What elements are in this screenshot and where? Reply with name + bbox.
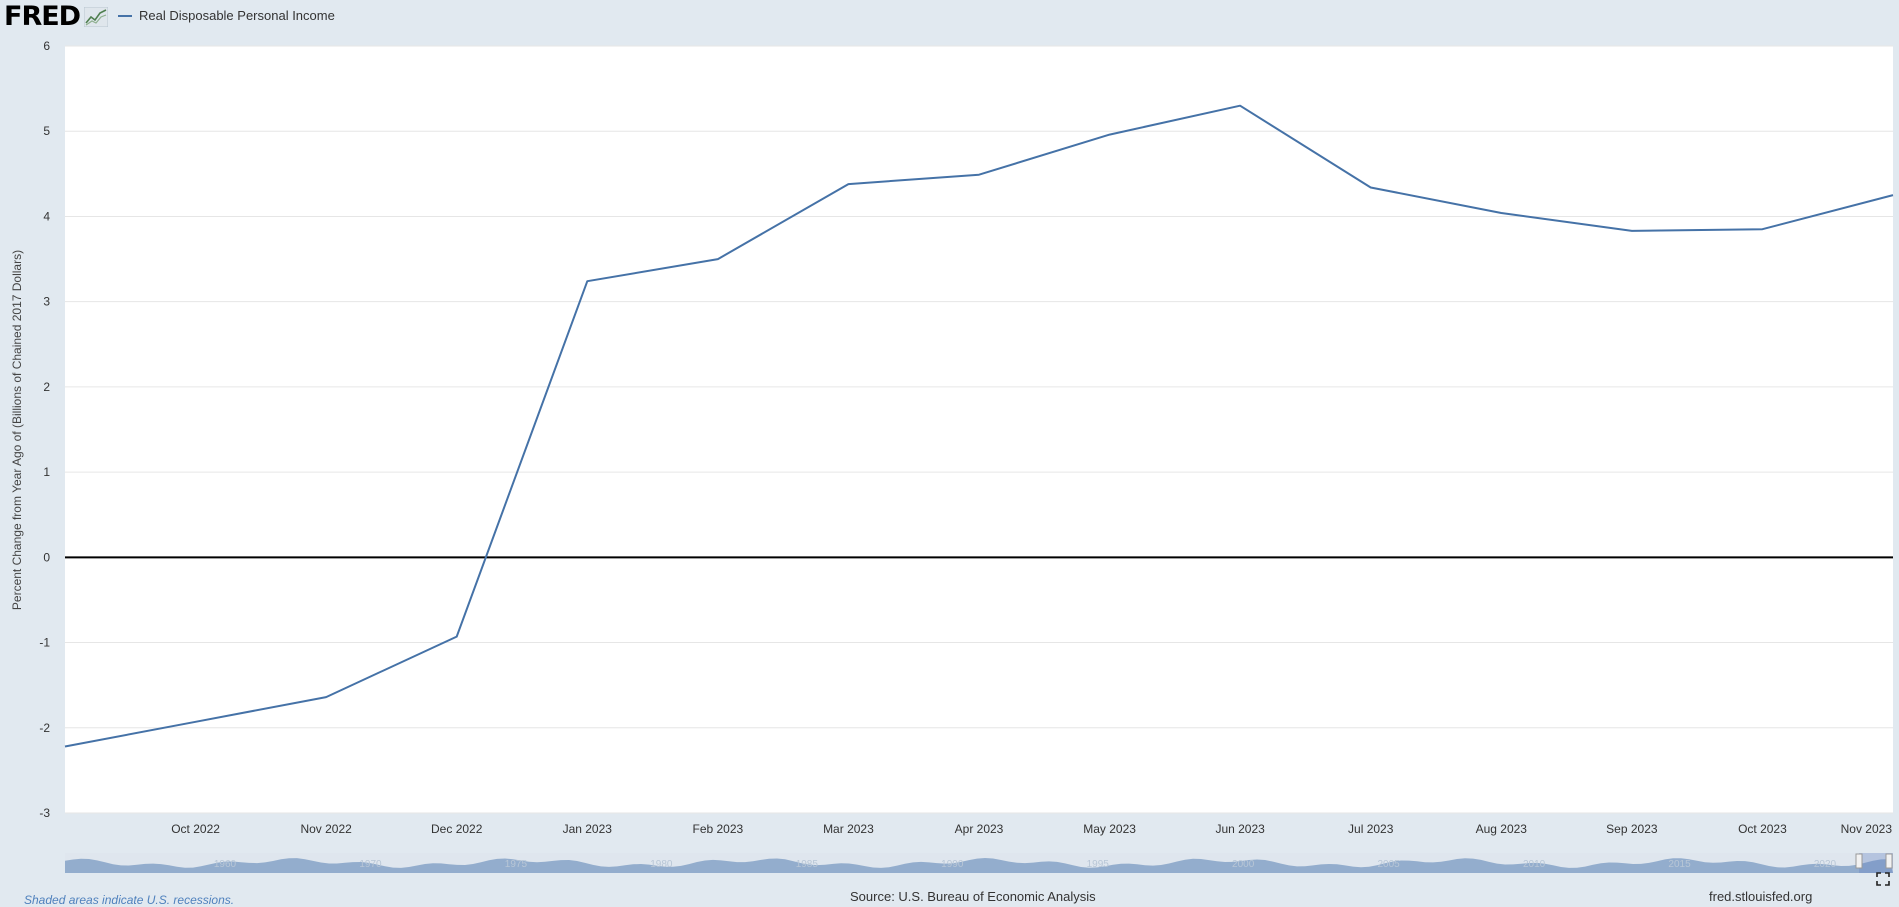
navigator-left-handle[interactable]: [1855, 853, 1863, 869]
x-tick-label: Nov 2023: [1841, 822, 1893, 836]
navigator-year-label: 1985: [796, 859, 819, 870]
x-tick-label: Feb 2023: [692, 822, 743, 836]
navigator-year-label: 2015: [1668, 859, 1691, 870]
y-tick-label: 1: [43, 465, 50, 479]
legend-swatch: [118, 14, 132, 17]
legend[interactable]: Real Disposable Personal Income: [118, 8, 335, 23]
data-point[interactable]: [324, 695, 328, 699]
series-line[interactable]: [64, 104, 1894, 748]
navigator-year-label: 1975: [505, 859, 528, 870]
x-tick-label: Mar 2023: [823, 822, 874, 836]
x-tick-label: Dec 2022: [431, 822, 483, 836]
y-tick-label: 0: [43, 550, 50, 564]
navigator-selection[interactable]: [1859, 853, 1893, 873]
x-tick-label: Jun 2023: [1215, 822, 1265, 836]
x-tick-label: Aug 2023: [1476, 822, 1528, 836]
y-tick-label: 5: [43, 124, 50, 138]
data-point[interactable]: [1238, 104, 1242, 108]
y-axis-label: Percent Change from Year Ago of (Billion…: [10, 249, 24, 611]
navigator-year-label: 1970: [359, 859, 382, 870]
navigator-layer: 1960 1970 1975 1980 1985 1990 1995 2000 2005 2010…: [65, 853, 1893, 873]
data-point[interactable]: [1369, 185, 1373, 189]
data-point[interactable]: [1760, 227, 1764, 231]
y-axis-ticks: -3 -2 -1 0 1 2 3 4 5 6: [39, 39, 50, 820]
navigator-series: [65, 858, 1893, 873]
data-point[interactable]: [1891, 193, 1895, 197]
y-tick-label: -1: [39, 636, 50, 650]
x-axis-ticks: Oct 2022 Nov 2022 Dec 2022 Jan 2023 Feb 2023…: [171, 822, 1892, 836]
x-tick-label: Jul 2023: [1348, 822, 1394, 836]
data-point[interactable]: [63, 745, 67, 749]
data-point[interactable]: [1499, 211, 1503, 215]
data-point[interactable]: [1630, 229, 1634, 233]
x-tick-label: Sep 2023: [1606, 822, 1658, 836]
line-chart-icon: [84, 7, 108, 27]
series-layer: [63, 104, 1895, 749]
source-text: Source: U.S. Bureau of Economic Analysis: [850, 889, 1096, 904]
y-tick-label: -2: [39, 721, 50, 735]
y-tick-label: 2: [43, 380, 50, 394]
grid-lines: [65, 45, 1893, 814]
data-point[interactable]: [585, 279, 589, 283]
fullscreen-icon[interactable]: [1876, 872, 1890, 886]
navigator-year-label: 2010: [1523, 859, 1546, 870]
legend-label: Real Disposable Personal Income: [139, 8, 335, 23]
data-point[interactable]: [977, 173, 981, 177]
y-tick-label: 3: [43, 295, 50, 309]
data-point[interactable]: [846, 182, 850, 186]
data-point[interactable]: [194, 720, 198, 724]
x-tick-label: Nov 2022: [300, 822, 352, 836]
data-point[interactable]: [455, 635, 459, 639]
chart-header: FRED Real Disposable Personal Income: [0, 0, 1899, 36]
navigator-year-label: 1980: [650, 859, 673, 870]
x-tick-label: Oct 2023: [1738, 822, 1787, 836]
navigator-year-label: 2020: [1814, 859, 1837, 870]
navigator-year-label: 2000: [1232, 859, 1255, 870]
recession-note: Shaded areas indicate U.S. recessions.: [24, 893, 235, 907]
navigator-right-handle[interactable]: [1885, 853, 1893, 869]
x-tick-label: Oct 2022: [171, 822, 220, 836]
y-tick-label: 4: [43, 209, 50, 223]
y-tick-label: -3: [39, 806, 50, 820]
x-tick-label: Apr 2023: [955, 822, 1004, 836]
fred-logo[interactable]: FRED: [4, 1, 81, 32]
navigator-year-label: 1960: [214, 859, 237, 870]
data-point[interactable]: [1108, 133, 1112, 137]
navigator-year-label: 2005: [1378, 859, 1401, 870]
site-link[interactable]: fred.stlouisfed.org: [1709, 889, 1813, 904]
x-tick-label: May 2023: [1083, 822, 1136, 836]
navigator-year-label: 1990: [941, 859, 964, 870]
navigator-year-label: 1995: [1087, 859, 1110, 870]
y-tick-label: 6: [43, 39, 50, 53]
x-tick-label: Jan 2023: [563, 822, 613, 836]
data-point[interactable]: [716, 257, 720, 261]
